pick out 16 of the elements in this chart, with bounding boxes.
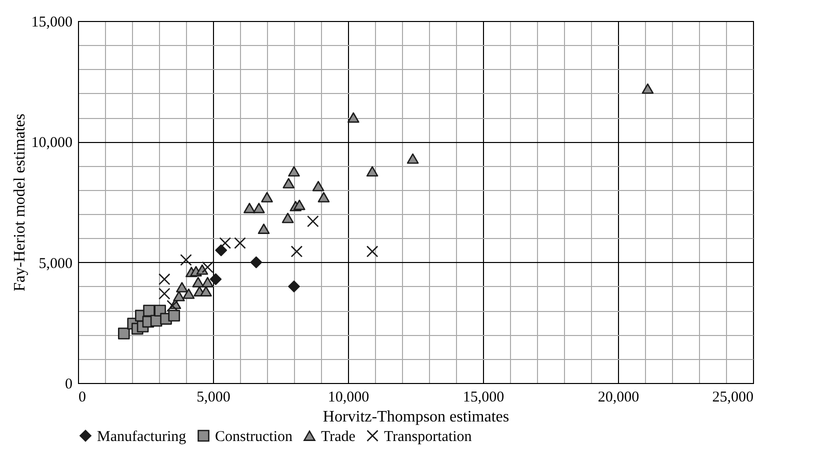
legend-label: Construction — [215, 428, 293, 445]
x-tick-label: 20,000 — [598, 390, 640, 406]
x-tick-label: 25,000 — [712, 390, 754, 406]
x-tick-label: 10,000 — [328, 390, 370, 406]
y-tick-label: 10,000 — [31, 135, 72, 152]
legend-label: Manufacturing — [97, 428, 187, 445]
x-axis-title: Horvitz-Thompson estimates — [322, 408, 510, 426]
y-tick-label: 15,000 — [31, 14, 72, 30]
x-tick-label: 0 — [78, 390, 86, 406]
x-tick-label: 15,000 — [462, 390, 504, 406]
y-axis-title: Fay-Heriot model estimates — [11, 114, 28, 292]
legend-label: Trade — [321, 428, 356, 445]
legend-label: Transportation — [384, 428, 472, 445]
x-tick-label: 5,000 — [196, 390, 230, 406]
y-tick-label: 0 — [65, 376, 72, 392]
y-tick-label: 5,000 — [38, 256, 72, 272]
